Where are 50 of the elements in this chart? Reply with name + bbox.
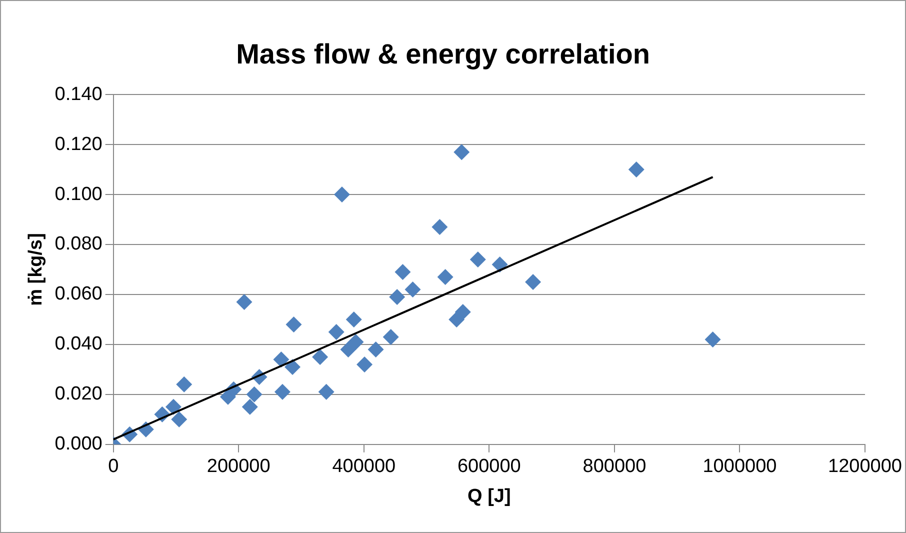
point xyxy=(437,268,454,285)
point xyxy=(274,384,290,400)
point xyxy=(525,274,542,290)
point xyxy=(394,264,411,280)
point xyxy=(454,304,471,320)
point xyxy=(165,398,182,415)
y-tick-label: 0.060 xyxy=(54,284,102,305)
point xyxy=(470,252,486,268)
x-tick-label: 800000 xyxy=(582,456,646,478)
point xyxy=(236,294,252,310)
point xyxy=(346,311,362,328)
point xyxy=(334,186,350,203)
point xyxy=(389,288,406,305)
point xyxy=(176,376,192,392)
point xyxy=(382,328,399,345)
point xyxy=(340,341,356,358)
point xyxy=(454,144,470,160)
point xyxy=(246,386,262,402)
point xyxy=(432,219,448,236)
point xyxy=(404,281,421,298)
point xyxy=(284,358,300,375)
y-tick-label: 0.040 xyxy=(54,334,102,355)
y-tick-label: 0.100 xyxy=(54,184,102,205)
chart-title: Mass flow & energy correlation xyxy=(236,38,650,70)
x-tick-label: 0 xyxy=(108,456,119,478)
point xyxy=(356,356,373,372)
point xyxy=(628,162,644,178)
x-tick-label: 600000 xyxy=(457,456,521,478)
point xyxy=(368,341,384,358)
point xyxy=(242,398,258,415)
y-tick-label: 0.140 xyxy=(54,84,102,105)
point xyxy=(328,324,344,340)
point xyxy=(273,351,290,368)
x-tick-label: 400000 xyxy=(332,456,396,478)
x-tick-label: 1000000 xyxy=(702,456,777,478)
point xyxy=(286,316,302,332)
y-tick-label: 0.120 xyxy=(54,134,102,155)
y-axis-title: ṁ [kg/s] xyxy=(26,233,47,306)
y-tick-label: 0.080 xyxy=(54,234,102,255)
y-tick-label: 0.020 xyxy=(54,384,102,405)
y-tick-label: 0.000 xyxy=(54,434,102,455)
point xyxy=(704,331,721,348)
x-axis-title: Q [J] xyxy=(468,486,511,507)
point xyxy=(171,411,188,428)
point xyxy=(348,334,364,350)
point xyxy=(318,384,334,400)
point xyxy=(312,348,328,365)
x-tick-label: 1200000 xyxy=(828,456,902,478)
x-tick-label: 200000 xyxy=(206,456,270,478)
point xyxy=(492,256,508,273)
